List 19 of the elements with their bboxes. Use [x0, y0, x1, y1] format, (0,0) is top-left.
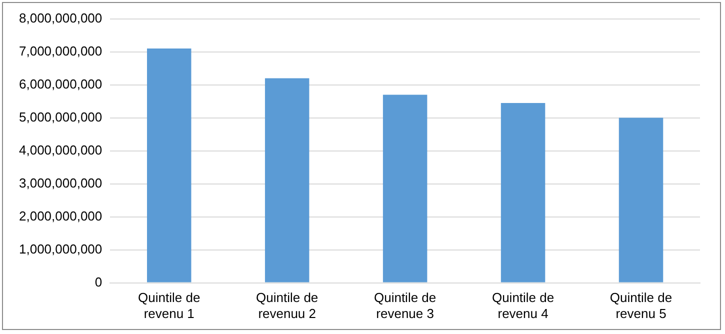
x-tick-label: Quintile de revenue 3	[374, 290, 436, 321]
x-tick-label: Quintile de revenu 5	[610, 290, 672, 321]
y-tick-label: 4,000,000,000	[18, 142, 102, 158]
bar	[382, 94, 428, 282]
y-tick-label: 1,000,000,000	[18, 241, 102, 256]
bar	[618, 118, 664, 282]
bar	[264, 78, 310, 282]
y-tick-label: 2,000,000,000	[18, 208, 102, 224]
y-tick-label: 0	[94, 274, 102, 290]
x-tick-label: Quintile de revenu 1	[138, 290, 200, 321]
y-tick-label: 7,000,000,000	[18, 43, 102, 58]
y-tick-label: 3,000,000,000	[18, 175, 102, 190]
x-tick-label: Quintile de revenuu 2	[256, 290, 318, 321]
x-tick-label: Quintile de revenu 4	[492, 290, 554, 321]
y-tick-label: 6,000,000,000	[18, 76, 102, 92]
y-tick-label: 5,000,000,000	[18, 109, 102, 124]
bar	[500, 102, 546, 282]
y-tick-label: 8,000,000,000	[18, 10, 102, 26]
bar	[147, 48, 192, 282]
